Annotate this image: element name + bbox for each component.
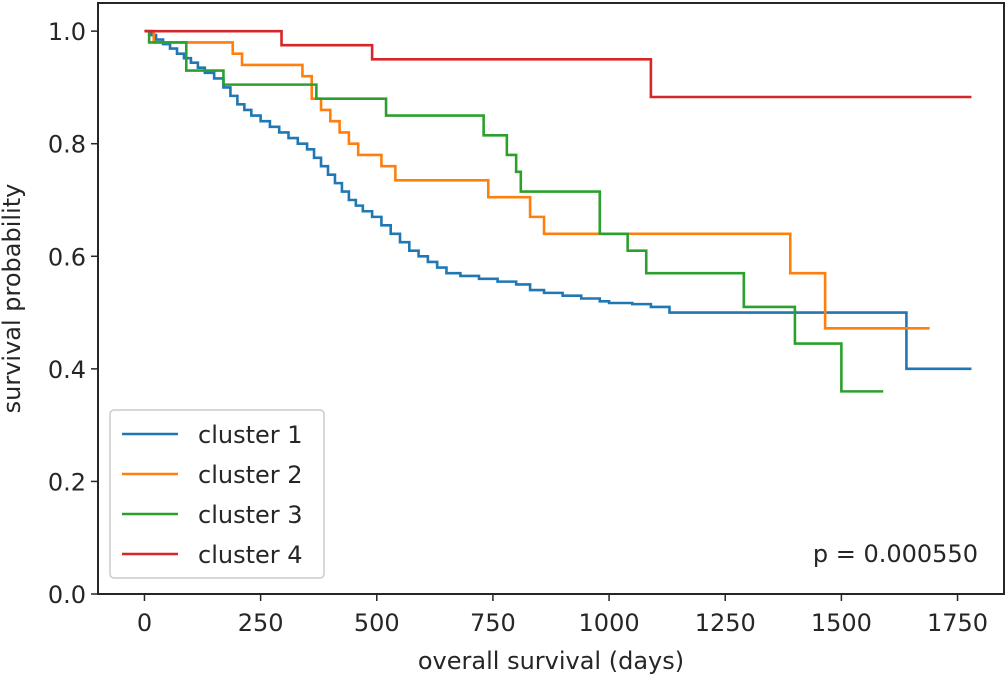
- x-tick-label: 500: [354, 609, 400, 637]
- legend-label: cluster 4: [198, 541, 303, 569]
- x-tick-label: 0: [137, 609, 152, 637]
- x-axis: 0 250 500 750 1000 1250 1500 1750: [137, 594, 988, 637]
- legend-label: cluster 3: [198, 501, 303, 529]
- series-line-cluster-4: [144, 29, 972, 99]
- y-axis: 0.0 0.2 0.4 0.6 0.8 1.0: [48, 18, 98, 609]
- plot-frame: [97, 2, 1005, 595]
- series-line-cluster-1: [144, 29, 972, 371]
- y-tick-label: 0.4: [48, 356, 86, 384]
- x-tick-label: 1250: [695, 609, 756, 637]
- y-tick-label: 1.0: [48, 18, 86, 46]
- x-axis-label: overall survival (days): [418, 647, 684, 675]
- plot-border: [97, 2, 1005, 595]
- x-tick-label: 1000: [579, 609, 640, 637]
- series-lines: [144, 29, 972, 393]
- y-tick-label: 0.0: [48, 581, 86, 609]
- legend: cluster 1 cluster 2 cluster 3 cluster 4: [109, 409, 325, 579]
- series-line-cluster-3: [144, 29, 884, 393]
- x-tick-label: 750: [470, 609, 516, 637]
- y-axis-label: survival probability: [0, 184, 26, 414]
- legend-box: [109, 409, 325, 579]
- p-value-annotation: p = 0.000550: [813, 540, 978, 568]
- legend-label: cluster 2: [198, 461, 303, 489]
- legend-label: cluster 1: [198, 421, 303, 449]
- y-tick-label: 0.2: [48, 468, 86, 496]
- y-tick-label: 0.6: [48, 243, 86, 271]
- series-line-cluster-2: [144, 29, 930, 330]
- x-tick-label: 1500: [811, 609, 872, 637]
- y-tick-label: 0.8: [48, 131, 86, 159]
- x-tick-label: 250: [238, 609, 284, 637]
- x-tick-label: 1750: [927, 609, 988, 637]
